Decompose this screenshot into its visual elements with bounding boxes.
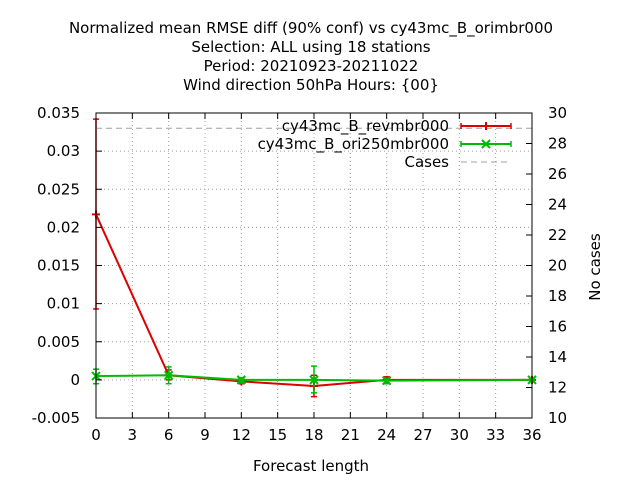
- y2-tick-label: 22: [548, 226, 567, 244]
- y2-axis-label: No cases: [586, 233, 604, 301]
- x-tick-label: 21: [341, 426, 360, 444]
- y-tick-label: 0.025: [37, 180, 80, 198]
- chart-title-line: Selection: ALL using 18 stations: [191, 38, 430, 56]
- series-line-2: [95, 374, 533, 382]
- y2-tick-label: 18: [548, 287, 567, 305]
- y-tick-label: 0.02: [47, 218, 80, 236]
- y-tick-label: 0.01: [47, 295, 80, 313]
- legend: cy43mc_B_revmbr000cy43mc_B_ori250mbr000C…: [258, 117, 512, 171]
- x-tick-label: 6: [164, 426, 174, 444]
- x-tick-label: 3: [128, 426, 138, 444]
- y-tick-label: -0.005: [32, 409, 80, 427]
- y-tick-label: 0.03: [47, 142, 80, 160]
- y2-tick-label: 16: [548, 318, 567, 336]
- y2-tick-label: 28: [548, 135, 567, 153]
- y2-axis: 10 12 14 16 18 20 22 24 26 28 30: [526, 104, 567, 427]
- x-axis-label: Forecast length: [253, 457, 369, 475]
- data-point-2: [381, 375, 392, 386]
- legend-label-1: cy43mc_B_revmbr000: [282, 117, 449, 136]
- y2-tick-label: 14: [548, 348, 567, 366]
- x-tick-label: 12: [232, 426, 251, 444]
- y-tick-label: 0.005: [37, 333, 80, 351]
- data-point-2: [309, 365, 319, 394]
- x-tick-label: 15: [268, 426, 287, 444]
- legend-marker: [481, 139, 491, 149]
- y2-tick-label: 12: [548, 379, 567, 397]
- chart-title-line: Period: 20210923-20211022: [204, 57, 419, 75]
- y2-tick-label: 26: [548, 165, 567, 183]
- y2-tick-label: 10: [548, 409, 567, 427]
- y2-tick-label: 30: [548, 104, 567, 122]
- chart-title-line: Normalized mean RMSE diff (90% conf) vs …: [69, 19, 553, 38]
- data-point-2: [236, 375, 247, 385]
- chart-title: Normalized mean RMSE diff (90% conf) vs …: [69, 19, 553, 94]
- point-marker: [309, 375, 319, 385]
- y-tick-label: 0: [70, 371, 80, 389]
- legend-label-2: cy43mc_B_ori250mbr000: [258, 135, 449, 154]
- legend-marker: [482, 122, 490, 130]
- x-tick-label: 30: [450, 426, 469, 444]
- y2-tick-label: 20: [548, 257, 567, 275]
- y-axis: -0.005 0 0.005 0.01 0.015 0.02 0.025 0.03 0.035: [32, 104, 102, 427]
- y-tick-label: 0.035: [37, 104, 80, 122]
- y2-tick-label: 24: [548, 196, 567, 214]
- x-tick-label: 24: [377, 426, 396, 444]
- x-tick-label: 33: [486, 426, 505, 444]
- x-tick-label: 18: [304, 426, 323, 444]
- x-tick-label: 27: [413, 426, 432, 444]
- series-line-1: [95, 214, 532, 387]
- x-tick-label: 0: [91, 426, 101, 444]
- data-point-2: [163, 366, 174, 385]
- x-axis: 0 3 6 9 12 15 18 21 24 27 30 33 36: [91, 113, 542, 444]
- chart-title-line: Wind direction 50hPa Hours: {00}: [183, 76, 439, 94]
- x-tick-label: 9: [200, 426, 210, 444]
- point-marker: [163, 370, 174, 381]
- x-tick-label: 36: [522, 426, 541, 444]
- legend-label-3: Cases: [404, 153, 449, 171]
- point-marker: [236, 375, 247, 385]
- point-marker: [381, 375, 392, 386]
- y-tick-label: 0.015: [37, 257, 80, 275]
